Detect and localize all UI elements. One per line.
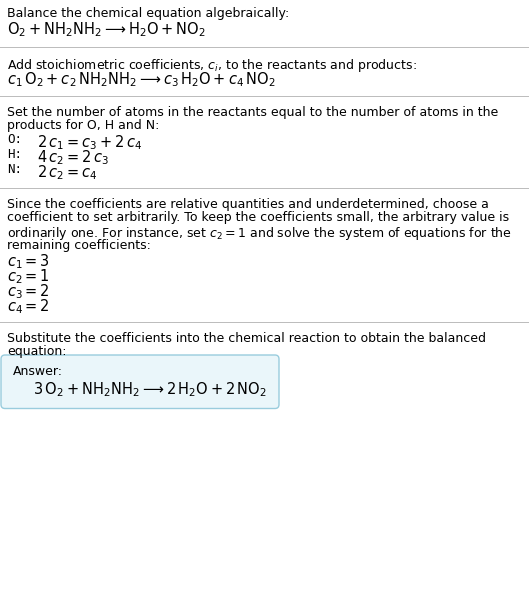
Text: $4\,c_2 = 2\,c_3$: $4\,c_2 = 2\,c_3$ <box>37 148 109 167</box>
Text: equation:: equation: <box>7 345 67 359</box>
Text: O:: O: <box>7 133 22 146</box>
FancyBboxPatch shape <box>1 355 279 409</box>
Text: Substitute the coefficients into the chemical reaction to obtain the balanced: Substitute the coefficients into the che… <box>7 332 486 345</box>
Text: $\mathrm{O_2 + NH_2NH_2 \longrightarrow H_2O + NO_2}$: $\mathrm{O_2 + NH_2NH_2 \longrightarrow … <box>7 21 206 39</box>
Text: Since the coefficients are relative quantities and underdetermined, choose a: Since the coefficients are relative quan… <box>7 198 489 211</box>
Text: N:: N: <box>7 163 22 176</box>
Text: $2\,c_2 = c_4$: $2\,c_2 = c_4$ <box>37 163 97 181</box>
Text: Add stoichiometric coefficients, $c_i$, to the reactants and products:: Add stoichiometric coefficients, $c_i$, … <box>7 56 417 73</box>
Text: $3\,\mathrm{O_2} + \mathrm{NH_2NH_2} \longrightarrow 2\,\mathrm{H_2O} + 2\,\math: $3\,\mathrm{O_2} + \mathrm{NH_2NH_2} \lo… <box>33 381 267 399</box>
Text: $c_1\,\mathrm{O_2} + c_2\,\mathrm{NH_2NH_2} \longrightarrow c_3\,\mathrm{H_2O} +: $c_1\,\mathrm{O_2} + c_2\,\mathrm{NH_2NH… <box>7 70 276 89</box>
Text: ordinarily one. For instance, set $c_2 = 1$ and solve the system of equations fo: ordinarily one. For instance, set $c_2 =… <box>7 225 512 242</box>
Text: $c_3 = 2$: $c_3 = 2$ <box>7 282 50 300</box>
Text: Answer:: Answer: <box>13 365 63 378</box>
Text: $c_1 = 3$: $c_1 = 3$ <box>7 252 50 271</box>
Text: H:: H: <box>7 148 22 161</box>
Text: Balance the chemical equation algebraically:: Balance the chemical equation algebraica… <box>7 7 289 20</box>
Text: remaining coefficients:: remaining coefficients: <box>7 239 151 251</box>
Text: Set the number of atoms in the reactants equal to the number of atoms in the: Set the number of atoms in the reactants… <box>7 106 498 119</box>
Text: products for O, H and N:: products for O, H and N: <box>7 120 159 132</box>
Text: $c_2 = 1$: $c_2 = 1$ <box>7 267 50 286</box>
Text: coefficient to set arbitrarily. To keep the coefficients small, the arbitrary va: coefficient to set arbitrarily. To keep … <box>7 211 509 225</box>
Text: $c_4 = 2$: $c_4 = 2$ <box>7 297 50 316</box>
Text: $2\,c_1 = c_3 + 2\,c_4$: $2\,c_1 = c_3 + 2\,c_4$ <box>37 133 142 152</box>
